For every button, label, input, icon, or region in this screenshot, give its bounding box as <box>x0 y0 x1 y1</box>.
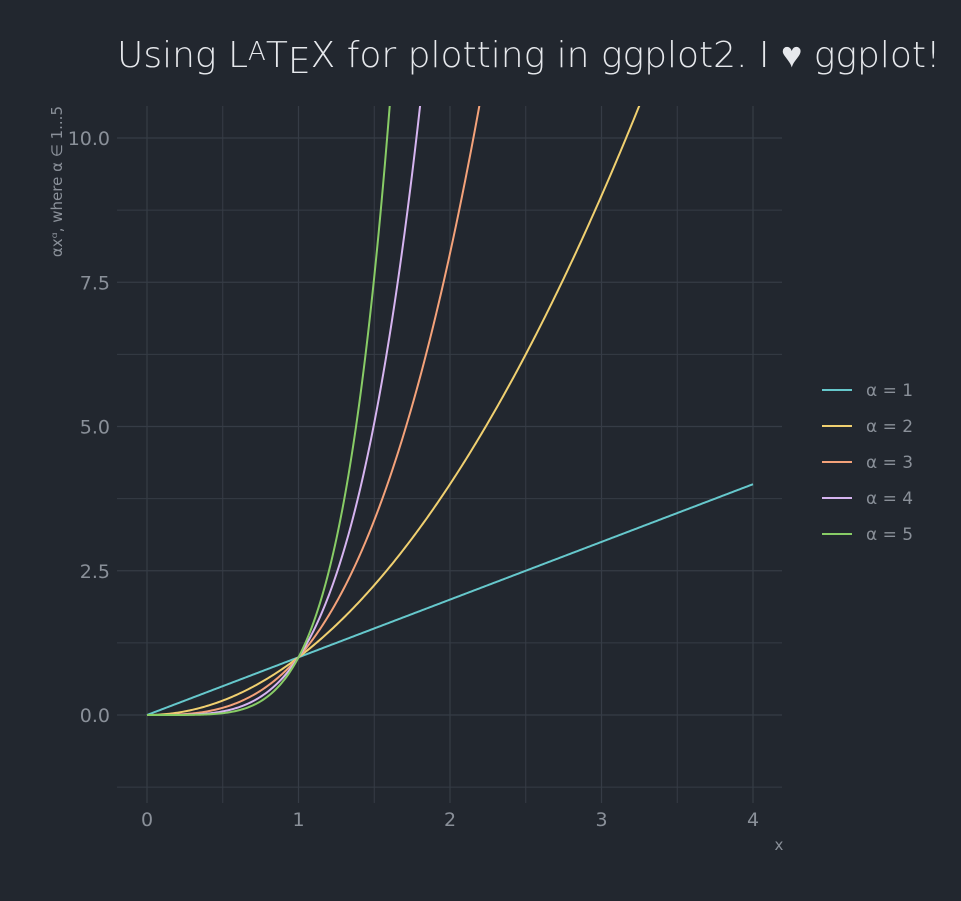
y-tick-label: 2.5 <box>80 561 110 583</box>
y-tick-label: 7.5 <box>80 272 110 294</box>
legend-item: α = 3 <box>822 453 913 473</box>
series-line-alpha-3 <box>147 106 481 716</box>
series-line-alpha-2 <box>146 106 641 716</box>
legend-item: α = 1 <box>822 381 913 401</box>
x-axis-title: x <box>775 836 784 854</box>
y-tick-label: 0.0 <box>80 705 110 727</box>
y-axis-ticks: 0.0 2.5 5.0 7.5 10.0 <box>68 128 110 727</box>
x-tick-label: 2 <box>444 809 456 831</box>
legend-label: α = 4 <box>866 489 913 509</box>
legend-label: α = 5 <box>866 525 913 545</box>
y-axis-title: αxᵅ, where α ∈ 1...5 <box>48 106 66 257</box>
x-tick-label: 4 <box>747 809 759 831</box>
y-tick-label: 10.0 <box>68 128 110 150</box>
x-axis-ticks: 0 1 2 3 4 <box>141 809 759 831</box>
legend-label: α = 3 <box>866 453 913 473</box>
chart-title: Using LATEX for plotting in ggplot2. I ♥… <box>117 35 940 82</box>
y-tick-label: 5.0 <box>80 417 110 439</box>
grid <box>117 106 782 803</box>
series-line-alpha-1 <box>146 483 754 716</box>
legend-item: α = 5 <box>822 525 913 545</box>
legend-item: α = 2 <box>822 417 913 437</box>
x-tick-label: 3 <box>595 809 607 831</box>
legend-label: α = 1 <box>866 381 913 401</box>
x-tick-label: 0 <box>141 809 153 831</box>
legend: α = 1 α = 2 α = 3 α = 4 α = 5 <box>822 381 913 545</box>
legend-label: α = 2 <box>866 417 913 437</box>
x-tick-label: 1 <box>292 809 304 831</box>
series-lines <box>146 106 754 716</box>
series-line-alpha-5 <box>147 106 391 716</box>
legend-item: α = 4 <box>822 489 913 509</box>
